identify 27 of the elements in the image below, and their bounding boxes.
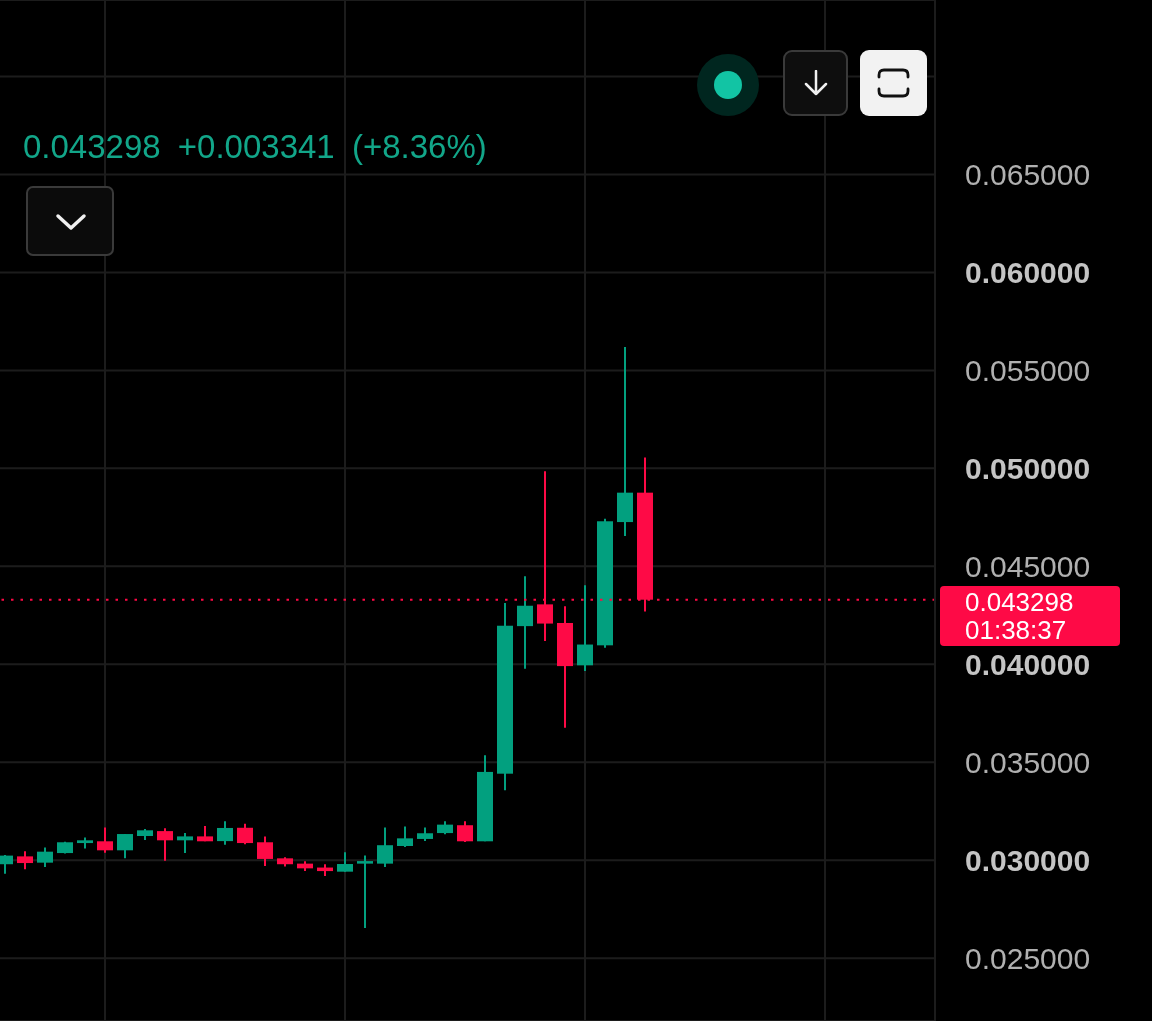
y-tick-label: 0.040000 — [965, 647, 1091, 681]
ref-line-label: 0.043298 01:38:37 — [940, 585, 1120, 646]
candlestick — [357, 854, 373, 929]
candlestick — [397, 825, 413, 848]
candlestick — [97, 826, 113, 854]
y-tick-label: 0.030000 — [965, 843, 1091, 877]
candlestick — [217, 820, 233, 846]
candlestick — [117, 833, 133, 860]
candlestick — [517, 575, 533, 670]
y-tick-label: 0.065000 — [965, 157, 1091, 191]
candlestick — [457, 820, 473, 844]
y-tick-label: 0.060000 — [965, 255, 1091, 289]
y-tick-label: 0.025000 — [965, 941, 1091, 975]
candlestick — [157, 827, 173, 862]
candlestick — [237, 822, 253, 846]
y-tick-label: 0.050000 — [965, 451, 1091, 485]
candlestick — [377, 826, 393, 868]
y-tick-label: 0.045000 — [965, 549, 1091, 583]
candlestick — [177, 832, 193, 855]
candlestick — [17, 850, 33, 871]
candlestick — [37, 846, 53, 868]
candlestick — [337, 851, 353, 873]
y-tick-label: 0.055000 — [965, 353, 1091, 387]
text: 0.043298 +0.003341 (+8.36%) — [23, 128, 487, 166]
y-tick-label: 0.035000 — [965, 745, 1091, 779]
candlestick — [577, 584, 593, 672]
candlestick — [257, 835, 273, 867]
